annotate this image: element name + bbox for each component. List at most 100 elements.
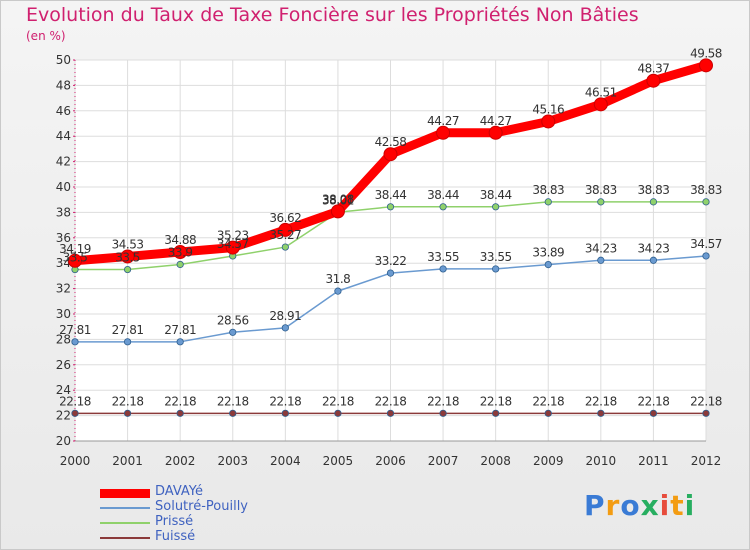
x-tick-label: 2012 bbox=[691, 454, 722, 468]
x-tick-label: 2003 bbox=[217, 454, 248, 468]
data-label: 49.58 bbox=[690, 46, 722, 60]
x-tick-label: 2006 bbox=[375, 454, 406, 468]
x-tick-label: 2000 bbox=[60, 454, 91, 468]
data-point bbox=[229, 328, 237, 336]
x-tick-label: 2005 bbox=[323, 454, 354, 468]
data-label: 35.27 bbox=[269, 228, 301, 242]
x-tick-label: 2008 bbox=[480, 454, 511, 468]
y-tick-label: 40 bbox=[56, 180, 71, 194]
data-label: 22.18 bbox=[59, 394, 91, 408]
y-tick-label: 24 bbox=[56, 383, 71, 397]
y-tick-label: 48 bbox=[56, 78, 71, 92]
data-point bbox=[123, 265, 132, 274]
y-tick-label: 46 bbox=[56, 104, 71, 118]
data-labels: 34.19 34.53 34.88 35.23 36.62 38.08 42.58 44.27… bbox=[59, 46, 722, 408]
data-label: 33.55 bbox=[480, 250, 512, 264]
data-label: 38.08 bbox=[322, 192, 354, 206]
data-label: 38.44 bbox=[427, 188, 459, 202]
data-point bbox=[492, 203, 500, 211]
legend-swatch bbox=[100, 522, 150, 524]
data-label: 22.18 bbox=[480, 394, 512, 408]
data-point bbox=[544, 409, 552, 417]
legend-label: Fuissé bbox=[155, 529, 196, 544]
data-label: 44.27 bbox=[480, 114, 512, 128]
data-label: 34.57 bbox=[690, 237, 722, 251]
data-point bbox=[68, 253, 82, 268]
legend-label: DAVAYé bbox=[155, 484, 204, 499]
data-label: 33.55 bbox=[427, 250, 459, 264]
data-point bbox=[278, 222, 293, 237]
y-tick-label: 36 bbox=[56, 231, 71, 245]
data-label: 22.18 bbox=[637, 394, 669, 408]
data-point bbox=[173, 245, 188, 260]
data-point bbox=[492, 409, 500, 417]
y-tick-label: 32 bbox=[56, 282, 71, 296]
data-point bbox=[225, 240, 240, 255]
data-point bbox=[593, 97, 608, 112]
data-label: 38.44 bbox=[375, 188, 407, 202]
legend-label: Solutré-Pouilly bbox=[155, 499, 248, 514]
data-label: 33.5 bbox=[63, 251, 88, 265]
data-point bbox=[383, 147, 398, 162]
x-tick-label: 2011 bbox=[638, 454, 669, 468]
chart-title: Evolution du Taux de Taxe Foncière sur l… bbox=[26, 4, 639, 26]
data-point bbox=[439, 409, 447, 417]
y-tick-label: 42 bbox=[56, 155, 71, 169]
data-point bbox=[439, 203, 447, 211]
x-tick-label: 2009 bbox=[533, 454, 564, 468]
data-point bbox=[597, 198, 605, 206]
data-point bbox=[649, 256, 658, 264]
data-point bbox=[281, 243, 289, 251]
logo-letter: i bbox=[659, 489, 671, 522]
data-point bbox=[71, 409, 79, 417]
data-label: 22.18 bbox=[269, 394, 301, 408]
data-point bbox=[649, 198, 658, 206]
data-point bbox=[597, 256, 605, 264]
legend-label: Prissé bbox=[155, 514, 194, 529]
data-label: 33.89 bbox=[532, 246, 564, 260]
y-tick-label: 30 bbox=[56, 307, 71, 321]
data-label: 34.23 bbox=[585, 241, 617, 255]
data-label: 38.83 bbox=[690, 183, 722, 197]
data-point bbox=[176, 260, 184, 269]
data-point bbox=[541, 114, 556, 129]
data-label: 22.18 bbox=[585, 394, 617, 408]
data-label: 22.18 bbox=[532, 394, 564, 408]
data-point bbox=[176, 409, 184, 417]
x-tick-label: 2001 bbox=[112, 454, 143, 468]
data-label: 33.5 bbox=[115, 251, 140, 265]
data-point bbox=[699, 58, 713, 73]
data-point bbox=[71, 338, 79, 346]
data-point bbox=[488, 125, 503, 140]
legend-swatch bbox=[100, 488, 150, 498]
legend-swatch bbox=[100, 537, 150, 539]
data-label: 35.23 bbox=[217, 229, 249, 243]
logo-letter: o bbox=[620, 489, 641, 522]
data-point bbox=[702, 252, 710, 260]
data-point bbox=[597, 409, 605, 417]
y-tick-label: 28 bbox=[56, 332, 71, 346]
data-point bbox=[492, 265, 500, 273]
data-label: 22.18 bbox=[427, 394, 459, 408]
data-label: 34.88 bbox=[164, 233, 196, 247]
data-point bbox=[229, 409, 237, 417]
series bbox=[68, 58, 713, 417]
data-point bbox=[334, 287, 342, 295]
data-label: 34.53 bbox=[112, 237, 144, 251]
data-label: 27.81 bbox=[164, 323, 196, 337]
y-tick-label: 50 bbox=[56, 53, 71, 67]
data-point bbox=[120, 249, 135, 264]
x-tick-label: 2010 bbox=[586, 454, 617, 468]
data-point bbox=[176, 338, 184, 346]
data-point bbox=[330, 204, 345, 219]
data-label: 34.19 bbox=[59, 242, 91, 256]
data-label: 22.18 bbox=[164, 394, 196, 408]
data-label: 31.8 bbox=[326, 272, 351, 286]
data-point bbox=[281, 324, 289, 332]
data-label: 22.18 bbox=[690, 394, 722, 408]
data-label: 44.27 bbox=[427, 114, 459, 128]
data-point bbox=[334, 409, 342, 417]
y-tick-label: 38 bbox=[56, 205, 71, 219]
data-label: 45.16 bbox=[532, 102, 564, 116]
